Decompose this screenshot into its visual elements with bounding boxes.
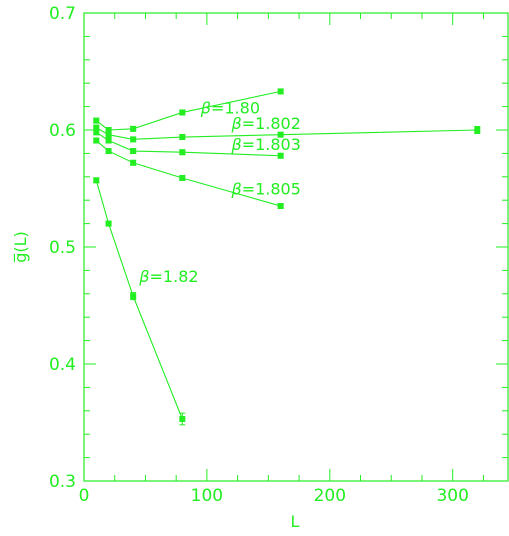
data-point — [93, 117, 100, 124]
series-line — [95, 180, 183, 420]
series-label-value: =1.82 — [150, 267, 199, 286]
plot-frame — [83, 12, 509, 482]
data-point — [130, 125, 137, 132]
data-point — [277, 152, 284, 159]
series-label-value: =1.802 — [242, 114, 301, 133]
series-label-value: =1.805 — [242, 179, 301, 198]
data-point — [130, 148, 137, 155]
y-tick-label: 0.3 — [49, 472, 76, 492]
series-label: β=1.82 — [138, 267, 198, 286]
series-label: β=1.803 — [230, 135, 300, 154]
data-point — [105, 127, 112, 133]
x-tick-label: 0 — [79, 486, 90, 506]
x-tick-label: 100 — [191, 486, 223, 506]
data-point — [277, 131, 284, 138]
y-tick-label: 0.4 — [49, 355, 76, 375]
data-point — [130, 159, 137, 166]
axis-tick-labels: 0 100 200 300 0.3 0.4 0.5 0.6 0.7 — [49, 4, 469, 506]
y-tick-label: 0.5 — [49, 238, 76, 258]
data-point — [474, 127, 481, 133]
data-series — [93, 88, 481, 426]
data-point — [277, 88, 284, 95]
data-point — [105, 148, 112, 155]
data-point — [93, 124, 100, 131]
series-group — [93, 129, 284, 159]
data-point — [179, 149, 186, 156]
series-label: β=1.80 — [200, 99, 260, 118]
series-group — [93, 137, 284, 210]
series-label: β=1.805 — [230, 179, 300, 198]
data-point — [130, 293, 137, 300]
data-point — [179, 174, 186, 181]
series-label-beta: β — [200, 99, 211, 118]
y-tick-label: 0.6 — [49, 121, 76, 141]
data-point — [179, 134, 186, 141]
data-point — [130, 136, 137, 143]
data-point — [93, 137, 100, 144]
data-point — [105, 137, 112, 144]
data-point — [277, 203, 284, 210]
series-label-value: =1.803 — [242, 135, 301, 154]
data-point — [105, 131, 112, 138]
data-point — [179, 109, 186, 116]
y-axis-title: g̅(L) — [11, 231, 30, 263]
series-group — [93, 124, 481, 143]
x-axis-title: L — [291, 512, 300, 531]
data-point — [179, 415, 186, 422]
series-label-beta: β — [230, 114, 241, 133]
series-label-beta: β — [230, 179, 241, 198]
x-tick-label: 200 — [314, 486, 346, 506]
series-label-beta: β — [138, 267, 149, 286]
x-tick-label: 300 — [436, 486, 468, 506]
data-point — [93, 177, 100, 184]
series-label: β=1.802 — [230, 114, 300, 133]
series-label-beta: β — [230, 135, 241, 154]
data-point — [93, 129, 100, 136]
series-group — [93, 177, 186, 426]
series-label-value: =1.80 — [211, 99, 260, 118]
y-tick-label: 0.7 — [49, 4, 76, 24]
data-point — [105, 220, 112, 227]
axis-ticks — [83, 12, 508, 482]
